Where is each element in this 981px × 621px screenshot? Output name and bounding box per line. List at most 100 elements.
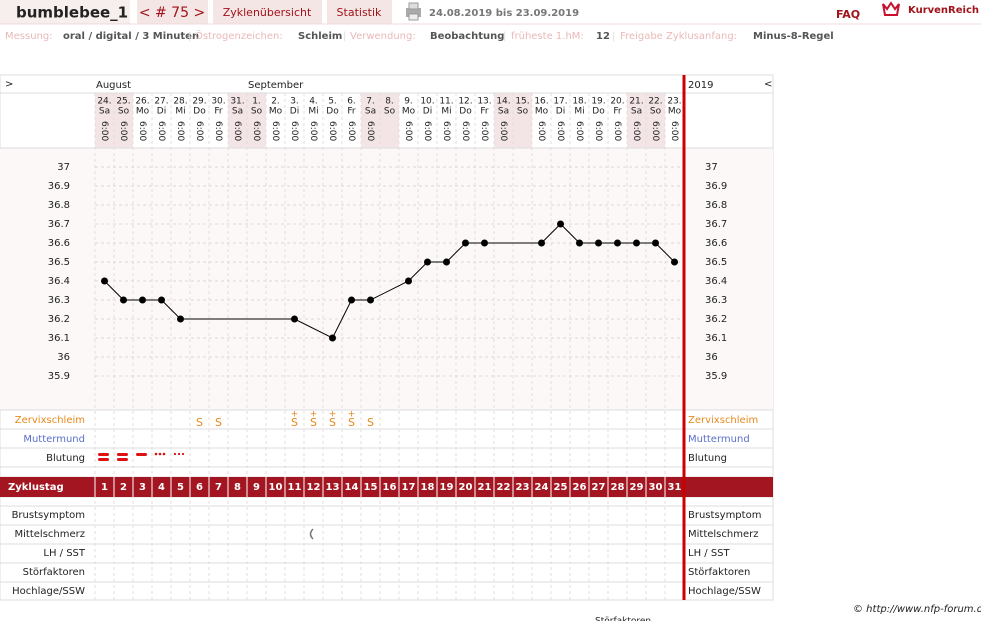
cut-text: Störfaktoren [595, 617, 651, 621]
date-label: 15. [515, 97, 529, 107]
date-label: 24. [97, 97, 111, 107]
tab-box[interactable] [137, 0, 208, 24]
temperature-point [443, 258, 450, 266]
row-label: Mittelschmerz [688, 529, 758, 540]
year-label: 2019 [688, 80, 713, 91]
y-tick-label: 36.9 [48, 181, 70, 192]
cycle-day: 16 [383, 482, 397, 493]
tab-box[interactable] [327, 0, 392, 24]
temperature-point [101, 277, 108, 285]
date-label: 9. [404, 97, 413, 107]
mucus-symbol: S [348, 416, 355, 429]
y-tick-label: 36.4 [705, 276, 727, 287]
y-tick-label: 36.7 [48, 219, 70, 230]
cycle-label: Zyklustag [8, 482, 64, 493]
tab[interactable]: Zyklenübersicht [223, 6, 312, 19]
tab[interactable]: Statistik [337, 6, 383, 19]
date-label: 8. [385, 97, 394, 107]
date-label: 31. [230, 97, 244, 107]
row-label: Störfaktoren [688, 567, 750, 578]
weekday-label: So [118, 107, 130, 117]
time-label: 6:00 [555, 121, 565, 141]
info-separator: | [612, 31, 615, 42]
date-label: 3. [290, 97, 299, 107]
weekday-label: Mi [441, 107, 451, 117]
y-tick-label: 35.9 [48, 371, 70, 382]
time-label: 6:00 [612, 121, 622, 141]
row-label: Brustsymptom [688, 510, 761, 521]
cycle-day: 8 [234, 482, 241, 493]
weekday-label: So [650, 107, 662, 117]
info-label: Freigabe Zyklusanfang: [620, 31, 737, 42]
time-label: 6:00 [479, 121, 489, 141]
row-label: Brustsymptom [12, 510, 85, 521]
cycle-day: 15 [364, 482, 378, 493]
time-label: 6:00 [403, 121, 413, 141]
temperature-line [104, 223, 675, 339]
copyright: © http://www.nfp-forum.de [853, 604, 981, 615]
weekend-shade [494, 93, 513, 148]
y-tick-label: 36.5 [705, 257, 727, 268]
date-label: 2. [271, 97, 280, 107]
cycle-day: 24 [535, 482, 549, 493]
mucus-symbol: S [367, 416, 374, 429]
mucus-symbol: S [196, 416, 203, 429]
weekday-label: Di [290, 107, 299, 117]
weekend-shade [380, 93, 399, 148]
row-label: Muttermund [688, 434, 750, 445]
y-tick-label: 36.3 [705, 295, 727, 306]
time-label: 6:00 [99, 121, 109, 141]
time-label: 6:00 [232, 121, 242, 141]
weekday-label: So [251, 107, 263, 117]
temperature-point [614, 239, 621, 247]
temperature-point [329, 334, 336, 342]
cycle-nav[interactable]: < # 75 > [139, 5, 205, 21]
y-tick-label: 37 [57, 162, 70, 173]
logo-icon [882, 1, 900, 16]
cycle-day: 3 [139, 482, 146, 493]
weekday-label: Do [592, 107, 605, 117]
date-label: 4. [309, 97, 318, 107]
y-tick-label: 36.2 [705, 314, 727, 325]
temperature-point [424, 258, 431, 266]
y-tick-label: 36.1 [705, 333, 727, 344]
date-label: 7. [366, 97, 375, 107]
info-value: Minus-8-Regel [753, 31, 834, 42]
row-label: Mittelschmerz [15, 529, 85, 540]
time-label: 6:00 [346, 121, 356, 141]
time-label: 6:00 [650, 121, 660, 141]
time-label: 6:00 [118, 121, 128, 141]
info-label: früheste 1.hM: [511, 31, 584, 42]
cycle-day: 2 [120, 482, 127, 493]
tab-box[interactable] [213, 0, 322, 24]
temperature-point [481, 239, 488, 247]
y-tick-label: 36.6 [48, 238, 70, 249]
mucus-mark: + [310, 410, 318, 420]
time-label: 6:00 [137, 121, 147, 141]
weekday-label: Fr [480, 107, 489, 117]
faq-link[interactable]: FAQ [836, 8, 860, 21]
time-label: 6:00 [270, 121, 280, 141]
user-box [0, 0, 130, 24]
date-label: 21. [629, 97, 643, 107]
y-tick-label: 36.1 [48, 333, 70, 344]
printer-icon[interactable] [406, 2, 421, 21]
temperature-point [633, 239, 640, 247]
y-tick-label: 36 [705, 352, 718, 363]
mucus-symbol: S [310, 416, 317, 429]
row-label: Störfaktoren [23, 567, 85, 578]
cycle-day: 25 [554, 482, 568, 493]
row-label: Blutung [46, 453, 85, 464]
logo-text[interactable]: KurvenReich [908, 5, 979, 16]
mucus-symbol: S [291, 416, 298, 429]
weekday-label: Di [423, 107, 432, 117]
date-label: 5. [328, 97, 337, 107]
time-label: 6:00 [156, 121, 166, 141]
weekday-label: Mi [175, 107, 185, 117]
row-label: Hochlage/SSW [12, 586, 85, 597]
mucus-mark: + [348, 410, 356, 420]
y-tick-label: 36 [57, 352, 70, 363]
time-label: 6:00 [422, 121, 432, 141]
y-tick-label: 36.7 [705, 219, 727, 230]
